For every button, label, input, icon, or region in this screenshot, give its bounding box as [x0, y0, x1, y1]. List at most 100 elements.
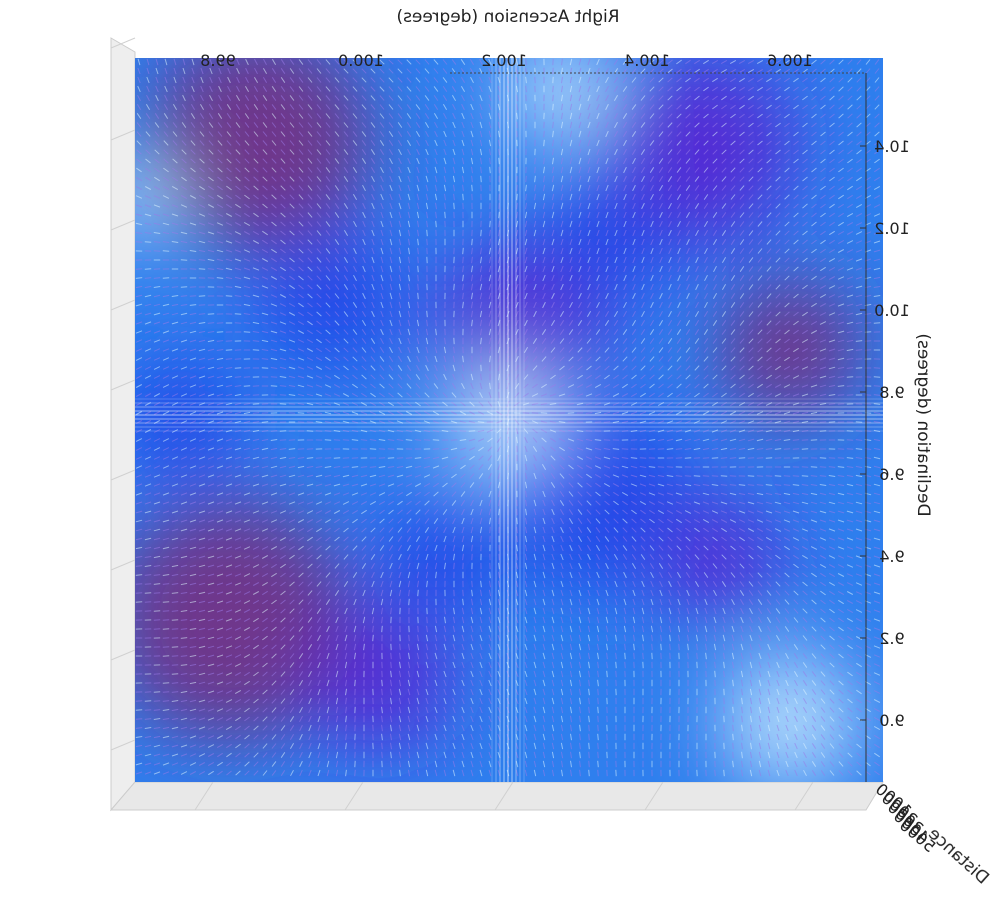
quiver-arrow: [261, 321, 269, 325]
quiver-arrow: [739, 158, 745, 164]
quiver-arrow: [704, 283, 708, 291]
quiver-arrow: [614, 265, 618, 273]
quiver-arrow: [774, 384, 782, 388]
quiver-arrow: [855, 267, 863, 271]
quiver-arrow: [370, 374, 376, 380]
quiver-arrow: [379, 77, 385, 83]
quiver-arrow: [298, 113, 304, 119]
quiver-arrow: [208, 140, 214, 146]
quiver-arrow: [452, 148, 456, 156]
quiver-arrow: [820, 140, 826, 146]
quiver-arrow: [784, 140, 790, 146]
quiver-arrow: [137, 76, 141, 84]
quiver-arrow: [398, 166, 402, 174]
quiver-arrow: [370, 122, 376, 128]
quiver-arrow: [397, 113, 403, 119]
quiver-arrow: [163, 103, 169, 111]
quiver-arrow: [380, 301, 384, 309]
quiver-arrow: [261, 267, 269, 271]
quiver-arrow: [443, 346, 447, 354]
quiver-arrow: [433, 59, 439, 65]
quiver-arrow: [225, 240, 233, 244]
quiver-arrow: [198, 366, 206, 370]
quiver-arrow: [144, 384, 152, 388]
quiver-arrow: [289, 185, 295, 191]
quiver-arrow: [497, 355, 501, 363]
quiver-arrow: [568, 310, 574, 318]
quiver-arrow: [560, 238, 564, 246]
quiver-arrow: [766, 86, 772, 92]
quiver-arrow: [793, 311, 799, 317]
quiver-arrow: [525, 103, 527, 111]
quiver-arrow: [442, 77, 448, 83]
quiver-arrow: [153, 303, 161, 307]
quiver-arrow: [739, 86, 745, 92]
quiver-arrow: [289, 122, 295, 128]
quiver-arrow: [631, 95, 637, 101]
quiver-arrow: [810, 311, 818, 317]
quiver-arrow: [802, 275, 808, 281]
quiver-arrow: [307, 131, 313, 137]
quiver-arrow: [397, 392, 403, 398]
quiver-arrow: [235, 140, 241, 146]
quiver-arrow: [280, 167, 286, 173]
quiver-arrow: [353, 283, 357, 291]
quiver-arrow: [316, 59, 322, 65]
quiver-arrow: [424, 383, 430, 389]
quiver-arrow: [595, 338, 601, 344]
quiver-arrow: [551, 256, 555, 264]
quiver-arrow: [757, 104, 763, 110]
quiver-arrow: [605, 265, 609, 273]
quiver-arrow: [425, 355, 429, 363]
quiver-arrow: [676, 149, 682, 155]
quiver-arrow: [279, 321, 287, 325]
quiver-arrow: [829, 221, 835, 227]
quiver-arrow: [766, 284, 772, 290]
quiver-arrow: [748, 104, 754, 110]
quiver-arrow: [433, 383, 439, 389]
quiver-arrow: [605, 148, 609, 156]
quiver-arrow: [846, 339, 854, 343]
quiver-arrow: [820, 95, 826, 101]
quiver-arrow: [820, 122, 826, 128]
quiver-arrow: [435, 328, 437, 336]
quiver-arrow: [586, 365, 592, 371]
quiver-arrow: [325, 338, 331, 344]
quiver-arrow: [234, 240, 242, 244]
quiver-arrow: [216, 240, 224, 244]
quiver-arrow: [847, 68, 853, 74]
quiver-arrow: [578, 166, 582, 174]
quiver-arrow: [784, 131, 790, 137]
quiver-arrow: [533, 283, 537, 291]
quiver-arrow: [253, 86, 259, 92]
quiver-arrow: [811, 149, 817, 155]
quiver-arrow: [668, 265, 672, 273]
quiver-arrow: [253, 76, 259, 84]
quiver-arrow: [829, 131, 835, 137]
quiver-arrow: [407, 229, 411, 237]
quiver-arrow: [632, 292, 636, 300]
quiver-arrow: [406, 95, 412, 101]
quiver-arrow: [217, 185, 223, 191]
quiver-arrow: [730, 104, 736, 110]
quiver-arrow: [525, 76, 527, 84]
quiver-arrow: [587, 274, 591, 282]
quiver-arrow: [217, 167, 223, 173]
quiver-arrow: [288, 403, 296, 405]
quiver-arrow: [171, 222, 179, 226]
quiver-arrow: [234, 385, 242, 387]
quiver-arrow: [480, 238, 482, 246]
quiver-arrow: [162, 294, 170, 298]
quiver-arrow: [829, 68, 835, 74]
quiver-arrow: [793, 320, 799, 326]
quiver-arrow: [406, 139, 412, 147]
quiver-arrow: [695, 229, 699, 237]
quiver-arrow: [532, 338, 538, 344]
quiver-arrow: [361, 175, 367, 183]
quiver-arrow: [153, 339, 161, 343]
quiver-arrow: [153, 277, 161, 279]
quiver-arrow: [253, 131, 259, 137]
quiver-arrow: [533, 229, 537, 237]
quiver-arrow: [315, 356, 323, 362]
quiver-arrow: [775, 167, 781, 173]
